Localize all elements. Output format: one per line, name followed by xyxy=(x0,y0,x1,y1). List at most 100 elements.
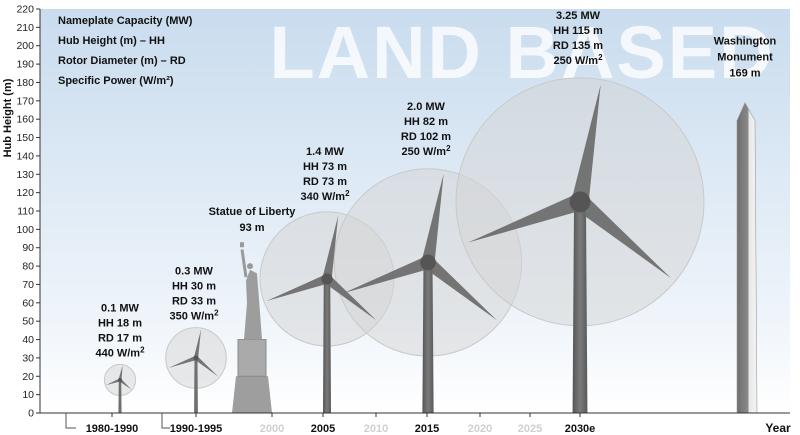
turbine-blade xyxy=(266,274,329,301)
turbine-label-sp: 340 W/m2 xyxy=(300,189,350,203)
statue-figure xyxy=(244,269,262,340)
superscript-2: 2 xyxy=(140,345,145,354)
x-tick-label: 2005 xyxy=(311,423,335,435)
turbine-label-capacity: 0.3 MW xyxy=(175,266,214,278)
y-tick-label: 120 xyxy=(16,187,34,199)
y-tick-label: 30 xyxy=(22,352,34,364)
turbine-label-hh: HH 115 m xyxy=(553,25,603,37)
x-tick-label: 2020 xyxy=(468,423,492,435)
turbine-tower xyxy=(194,357,198,413)
turbine-blade xyxy=(193,329,202,359)
turbine-hub xyxy=(420,254,436,271)
y-axis: 0 10 20 30 40 50 60 70 80 90 100 110 120 130 140 150 160… xyxy=(16,4,41,420)
y-tick-label: 70 xyxy=(22,279,34,291)
turbine-blade xyxy=(194,356,219,377)
y-tick-label: 50 xyxy=(22,316,34,328)
x-axis-label: Year xyxy=(765,421,791,435)
y-axis-label: Hub Height (m) xyxy=(2,78,14,157)
rotor-discs xyxy=(103,77,705,397)
y-tick-label: 60 xyxy=(22,297,34,309)
legend-entry: Rotor Diameter (m) – RD xyxy=(58,55,186,67)
x-bracket xyxy=(65,413,76,429)
statue-base xyxy=(232,376,272,413)
y-tick-label: 90 xyxy=(22,242,34,254)
chart-title: LAND BASED xyxy=(269,11,774,94)
x-bracket xyxy=(161,413,170,429)
turbine-blade xyxy=(323,275,377,321)
turbine-tower xyxy=(118,379,122,413)
turbine-hub xyxy=(569,191,591,213)
legend-entry: Hub Height (m) – HH xyxy=(58,35,165,47)
turbine-blade xyxy=(118,365,123,381)
x-tick-label: 2010 xyxy=(364,423,388,435)
monument-label: Washington xyxy=(714,36,777,48)
y-tick-label: 150 xyxy=(16,132,34,144)
turbine-blade xyxy=(574,195,672,279)
y-tick-label: 100 xyxy=(16,224,34,236)
turbine-blade xyxy=(571,84,601,204)
y-tick-label: 200 xyxy=(16,40,34,52)
x-tick-label: 1990-1995 xyxy=(170,423,223,435)
washington-monument xyxy=(736,101,758,414)
turbine-label-capacity: 0.1 MW xyxy=(101,302,140,314)
turbine-label-hh: HH 73 m xyxy=(303,161,347,173)
turbine-label-rd: RD 73 m xyxy=(303,176,347,188)
turbine-hub xyxy=(193,355,199,361)
x-tick-label: 2015 xyxy=(415,423,439,435)
turbine-label-rd: RD 135 m xyxy=(553,40,603,52)
turbine-blade xyxy=(168,355,197,368)
statue-head xyxy=(247,263,253,270)
turbine-label-hh: HH 18 m xyxy=(98,317,142,329)
turbine-label-rd: RD 33 m xyxy=(172,296,216,308)
x-tick-label: 2025 xyxy=(518,423,542,435)
legend-entry: Specific Power (W/m²) xyxy=(58,75,174,87)
turbine-label-sp: 250 W/m2 xyxy=(553,53,603,67)
x-tick-label: 2030e xyxy=(565,423,596,435)
turbine-label-capacity: 1.4 MW xyxy=(306,146,345,158)
turbines xyxy=(105,84,672,413)
monument-label: Monument xyxy=(717,52,773,64)
turbine-label-sp: 250 W/m2 xyxy=(401,144,451,158)
turbine-hub xyxy=(321,273,333,285)
y-tick-label: 10 xyxy=(22,389,34,401)
y-tick-label: 170 xyxy=(16,95,34,107)
turbine-blade xyxy=(119,378,132,390)
turbine-blade xyxy=(322,215,339,280)
x-tick-label: 2000 xyxy=(260,423,284,435)
turbine-label-capacity: 3.25 MW xyxy=(556,10,601,22)
turbine-tower xyxy=(322,278,332,413)
turbine-label-rd: RD 102 m xyxy=(401,131,451,143)
turbine-blade xyxy=(423,257,497,321)
turbine-blade xyxy=(343,256,431,294)
turbine-blade xyxy=(105,378,121,386)
y-tick-label: 190 xyxy=(16,59,34,71)
turbine-label-hh: HH 30 m xyxy=(172,281,216,293)
y-tick-label: 140 xyxy=(16,150,34,162)
y-tick-label: 20 xyxy=(22,371,34,383)
y-tick-label: 130 xyxy=(16,169,34,181)
y-tick-label: 220 xyxy=(16,4,34,16)
y-tick-label: 210 xyxy=(16,22,34,34)
y-tick-label: 160 xyxy=(16,114,34,126)
superscript-2: 2 xyxy=(446,144,451,153)
turbine-label-capacity: 2.0 MW xyxy=(407,101,446,113)
superscript-2: 2 xyxy=(598,53,603,62)
statue-label: Statue of Liberty xyxy=(209,206,297,218)
statue-torch xyxy=(240,242,244,248)
x-axis: 1980-1990 1990-1995 2000 2005 2010 2015 2020 20… xyxy=(40,412,790,435)
turbine-tower xyxy=(422,262,434,413)
y-tick-label: 110 xyxy=(17,206,34,218)
superscript-2: 2 xyxy=(345,189,350,198)
turbine-label-sp: 440 W/m2 xyxy=(95,345,145,359)
turbine-blade xyxy=(421,173,444,264)
turbine-tower xyxy=(572,201,588,413)
statue-pedestal xyxy=(237,339,267,377)
statue-arm xyxy=(240,249,248,278)
turbine-blade xyxy=(468,193,583,243)
statue-label: 93 m xyxy=(239,222,264,234)
turbine-label-sp: 350 W/m2 xyxy=(169,309,219,323)
monument-label: 169 m xyxy=(729,68,760,80)
turbine-label-hh: HH 82 m xyxy=(404,116,448,128)
